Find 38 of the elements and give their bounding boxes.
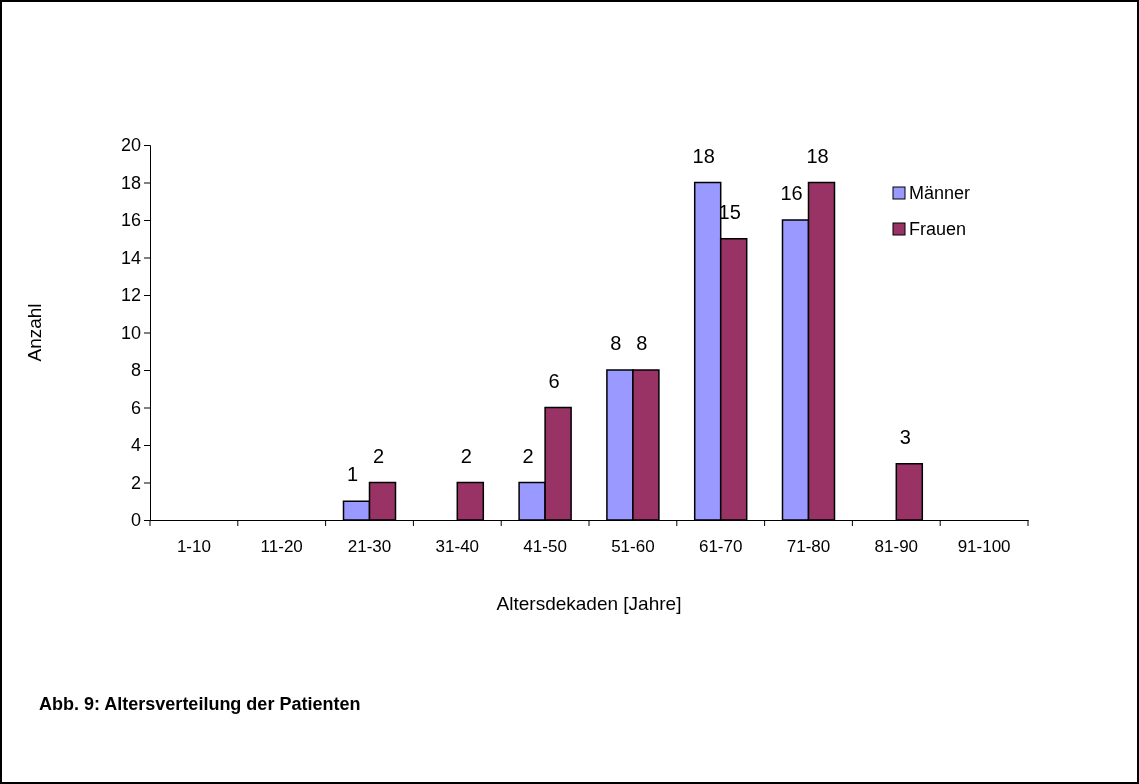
y-tick-label: 14 (120, 247, 141, 268)
x-tick-label: 1-10 (176, 537, 211, 557)
data-label: 18 (806, 144, 829, 167)
x-tick-label: 91-100 (957, 537, 1011, 557)
x-tick-label: 61-70 (698, 537, 743, 557)
y-tick-label: 18 (120, 172, 141, 193)
x-tick-label: 21-30 (347, 537, 392, 557)
x-tick-label: 81-90 (874, 537, 919, 557)
data-label: 15 (718, 200, 741, 223)
y-tick-label: 10 (120, 322, 141, 343)
y-tick-label: 16 (120, 210, 141, 231)
x-axis-title: Altersdekaden [Jahre] (496, 593, 682, 614)
legend-label: Frauen (909, 219, 967, 239)
x-tick-label: 51-60 (611, 537, 655, 557)
data-label: 2 (460, 444, 472, 467)
data-label: 1 (346, 463, 359, 486)
x-tick-label: 31-40 (435, 537, 480, 557)
y-tick-label: 2 (130, 472, 141, 493)
data-label: 2 (522, 444, 534, 467)
text: Abb. 9: Altersverteilung der Patienten (39, 694, 361, 714)
data-label: 8 (610, 332, 622, 354)
data-label: 18 (692, 144, 715, 167)
y-tick-label: 12 (120, 285, 141, 306)
x-tick-label: 41-50 (523, 537, 567, 557)
data-label: 8 (636, 332, 648, 354)
y-tick-label: 6 (130, 397, 141, 418)
x-tick-label: 11-20 (260, 537, 303, 557)
data-label: 3 (899, 425, 911, 448)
data-label: 2 (372, 444, 385, 467)
y-tick-label: 8 (130, 360, 141, 381)
x-tick-label: 71-80 (786, 537, 831, 557)
data-label: 6 (548, 369, 560, 392)
y-tick-label: 0 (130, 510, 141, 531)
legend-label: Männer (909, 183, 971, 203)
data-label: 16 (780, 182, 803, 204)
y-tick-label: 4 (130, 435, 141, 456)
y-axis-title: Anzahl (24, 303, 45, 362)
y-tick-label: 20 (120, 135, 141, 156)
